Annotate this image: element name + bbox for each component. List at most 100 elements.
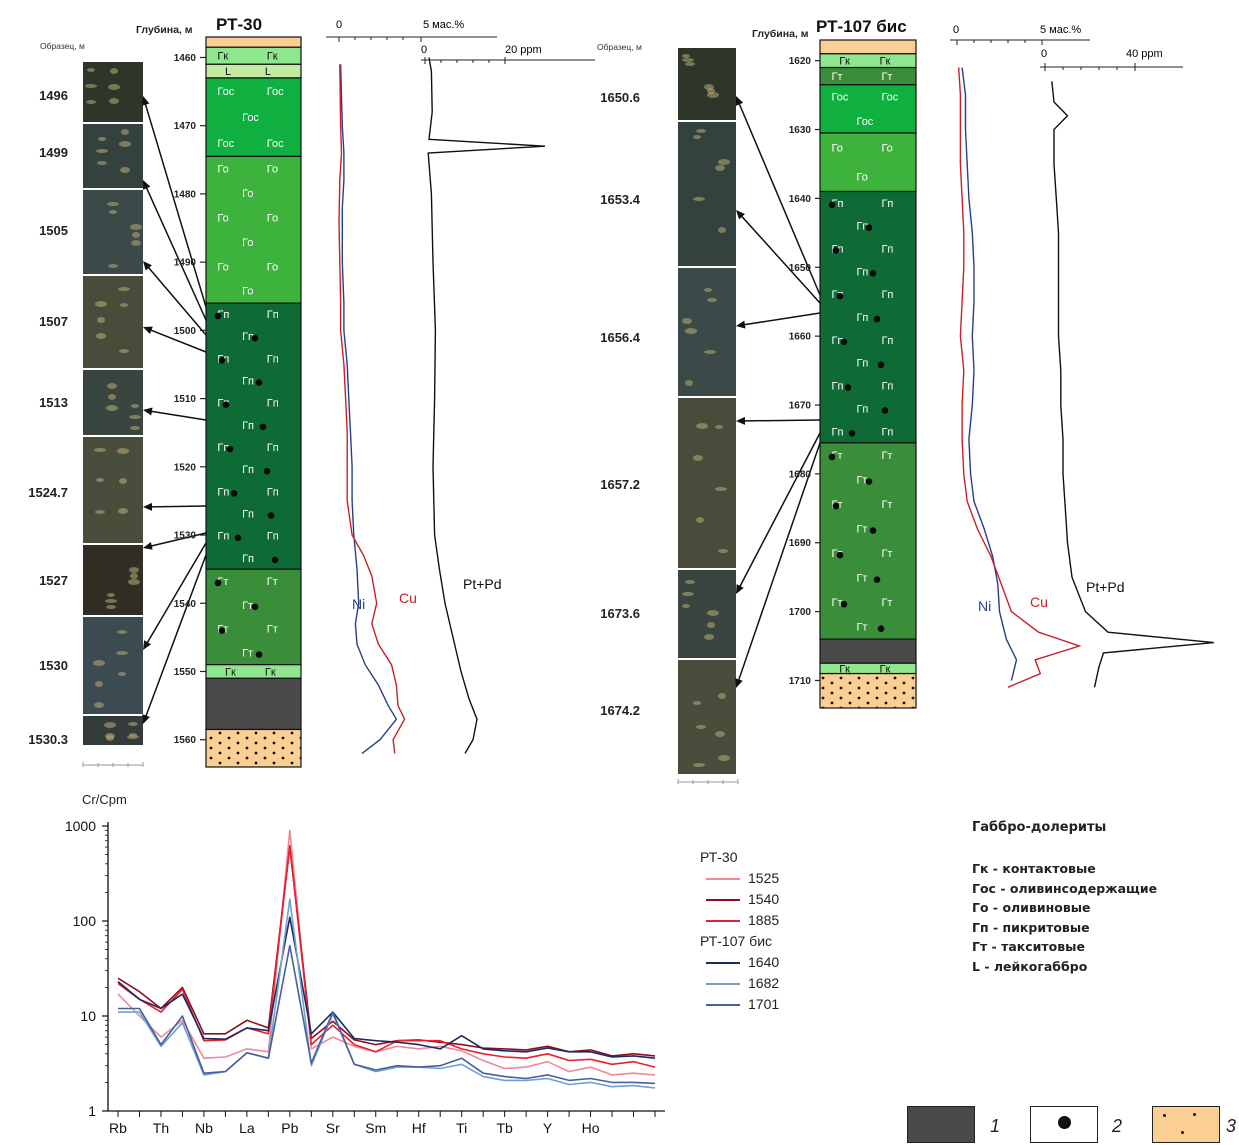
litho-symbol: Гп <box>242 331 254 343</box>
litho-symbol: Гк <box>225 666 236 678</box>
litho-symbol: Гп <box>881 198 893 210</box>
sample-arrow <box>737 442 821 681</box>
depth-axis-rt30: 1460 1470 1480 1490 1500 1510 1520 1530 1540 1550… <box>174 53 206 746</box>
litho-symbol: Гп <box>217 531 229 543</box>
photo-scale-bar-rt107 <box>677 779 739 784</box>
litho-symbol: Гп <box>856 403 868 415</box>
litho-symbol: Гт <box>217 576 228 588</box>
litho-symbol: Гос <box>856 116 873 128</box>
scale-top-zero-rt107: 0 <box>953 24 959 36</box>
x-tick-label: Pb <box>281 1120 298 1136</box>
sample-arrow <box>146 542 207 644</box>
litho-symbol: Го <box>267 261 278 273</box>
olivine-dot <box>836 292 844 300</box>
column-rt30: Образец, м Глубина, м РТ-30 1496 1499 1505… <box>28 15 595 768</box>
litho-symbol: Гт <box>242 648 253 660</box>
sample-depth-label: 1530 <box>39 658 68 673</box>
scale-bottom-zero-rt30: 0 <box>421 44 427 56</box>
legend-item: 1885 <box>700 910 779 931</box>
litho-unit-Gk <box>819 53 917 69</box>
litho-symbol: Гп <box>242 553 254 565</box>
sample-depth-label: 1673.6 <box>600 606 640 621</box>
legend-swatch <box>706 920 740 923</box>
glossary-item: Гк - контактовые <box>972 861 1096 876</box>
sample-depth-label: 1499 <box>39 145 68 160</box>
legend-label: 1640 <box>748 954 780 970</box>
litho-symbol: Гп <box>856 312 868 324</box>
legend-item: 1682 <box>700 973 779 994</box>
y-tick-label: 10 <box>80 1008 96 1024</box>
litho-symbol: Гт <box>242 600 253 612</box>
litho-symbol: Гос <box>832 92 849 104</box>
litho-symbol: Гп <box>267 486 279 498</box>
litho-symbol: Гп <box>856 358 868 370</box>
glossary-title: Габбро-долериты <box>972 820 1107 835</box>
depth-tick-label: 1480 <box>174 189 197 200</box>
litho-unit-Gt <box>205 568 302 666</box>
symbol-number-1: 1 <box>990 1116 1001 1136</box>
litho-symbol: Гк <box>217 51 228 63</box>
core-photo-strip-rt30 <box>83 62 143 745</box>
sample-depth-label: 1530.3 <box>28 732 68 747</box>
sample-arrow <box>150 505 207 508</box>
litho-unit-dark <box>205 677 302 731</box>
olivine-dot <box>869 270 877 277</box>
sample-arrow <box>738 103 821 296</box>
litho-unit-Gp <box>205 302 302 570</box>
series-1640 <box>117 916 656 1059</box>
sample-arrow <box>150 410 207 421</box>
litho-unit-sediment_top <box>819 39 917 55</box>
scale-ppm-rt30: 0 20 ppm <box>421 44 595 64</box>
litho-symbol: Го <box>881 142 892 154</box>
litho-unit-Gk <box>205 664 302 679</box>
arrow-head <box>142 714 150 724</box>
litho-symbol: Гос <box>881 92 898 104</box>
x-tick-label: Hf <box>412 1120 426 1136</box>
sample-depth-label: 1524.7 <box>28 485 68 500</box>
x-tick-label: Ti <box>456 1120 467 1136</box>
litho-symbol: Гп <box>832 335 844 347</box>
legend-swatch <box>706 899 740 902</box>
litho-symbol: Гт <box>881 71 892 83</box>
legend-item: 1640 <box>700 952 779 973</box>
litho-unit-sediment_top <box>205 36 302 48</box>
ptpd-label-rt30: Pt+Pd <box>463 576 502 592</box>
depth-tick-label: 1670 <box>789 400 812 411</box>
sample-labels-rt30: 1496 1499 1505 1507 1513 1524.7 1527 1530 1530.3 <box>28 88 68 747</box>
sample-depth-label: 1496 <box>39 88 68 103</box>
arrow-head <box>736 416 746 425</box>
litho-symbol: Гт <box>881 499 892 511</box>
sample-arrows-rt107 <box>735 96 821 688</box>
litho-symbol: Гт <box>881 597 892 609</box>
column-rt107: Образец, м Глубина, м РТ-107 бис 1650.61… <box>597 17 1214 784</box>
legend-label: 1525 <box>748 870 780 886</box>
litho-symbol: L <box>225 66 231 78</box>
olivine-dot <box>222 401 230 409</box>
ptpd-label-rt107: Pt+Pd <box>1086 579 1125 595</box>
depth-tick-label: 1500 <box>174 326 197 337</box>
litho-symbol: Гк <box>839 663 850 675</box>
sample-arrow <box>739 432 821 588</box>
litho-symbol: Гк <box>265 666 276 678</box>
litho-symbol: Гт <box>856 475 867 487</box>
olivine-dot <box>214 312 222 320</box>
sample-arrow <box>144 103 207 308</box>
legend-group-title-rt107: РТ-107 бис <box>700 933 773 949</box>
litho-symbol: Гт <box>881 450 892 462</box>
litho-symbol: Го <box>832 142 843 154</box>
olivine-dot <box>259 423 267 431</box>
depth-tick-label: 1620 <box>789 56 812 67</box>
depth-tick-label: 1630 <box>789 125 812 136</box>
litho-symbol: Гос <box>267 138 284 150</box>
olivine-dot <box>840 338 848 346</box>
depth-tick-label: 1530 <box>174 531 197 542</box>
symbol-sediment <box>1152 1106 1220 1143</box>
litho-symbol: Гос <box>217 138 234 150</box>
curve-pt-pd <box>427 57 546 754</box>
olivine-dot <box>828 201 836 209</box>
arrow-head <box>143 261 152 271</box>
olivine-dot <box>234 534 242 542</box>
litho-symbol: Гп <box>217 309 229 321</box>
glossary-item: Гос - оливинсодержащие <box>972 880 1158 896</box>
series-1885 <box>117 844 656 1068</box>
